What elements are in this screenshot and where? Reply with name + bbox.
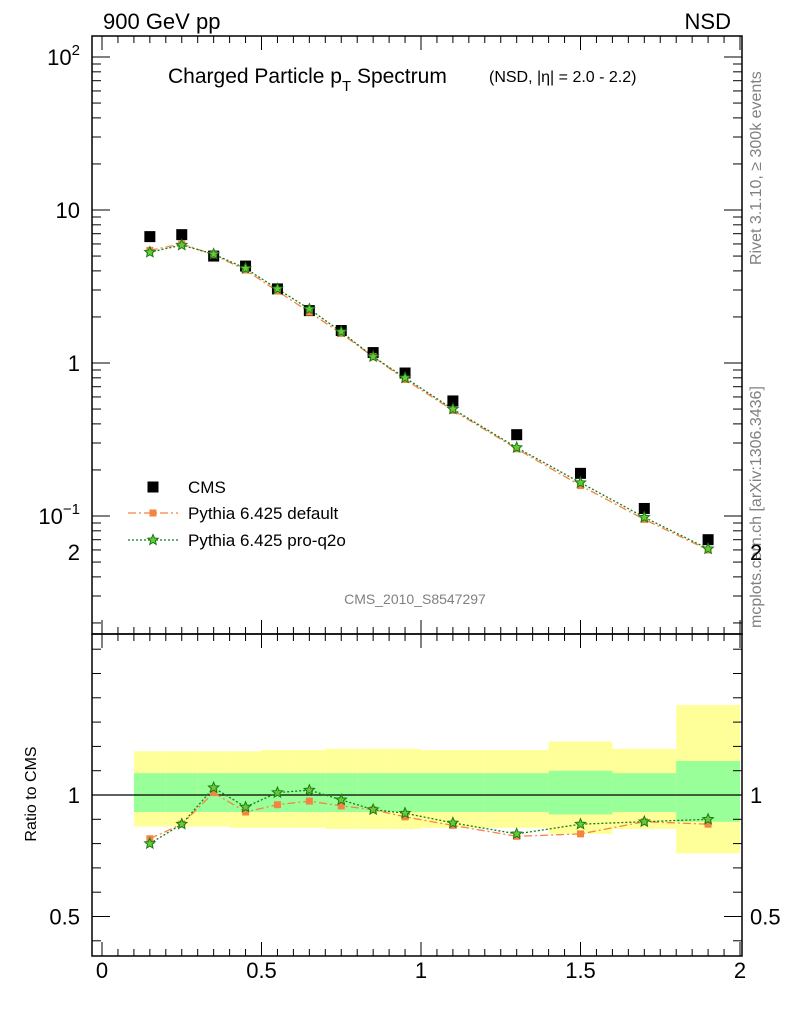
ratio-default-point — [704, 820, 712, 828]
ratio-proq2o-point — [143, 836, 157, 850]
legend-proq2o-marker — [146, 533, 160, 546]
ratio-default-point — [305, 797, 313, 805]
ratio-band-inner — [548, 770, 613, 815]
legend-default-label: Pythia 6.425 default — [188, 504, 339, 523]
analysis-id-label: CMS_2010_S8547297 — [344, 591, 486, 607]
proq2o-point — [302, 302, 316, 315]
proq2o-point — [510, 440, 524, 454]
ratio-band-inner — [389, 773, 421, 813]
proq2o-point — [701, 542, 715, 555]
ratio-y-tick-label-right: 2 — [750, 540, 762, 565]
rivet-side-label: Rivet 3.1.10, ≥ 300k events — [748, 71, 765, 265]
ratio-band-inner — [612, 773, 677, 813]
ratio-proq2o-point — [637, 814, 651, 828]
ratio-y-tick-label: 1 — [68, 783, 80, 808]
ratio-y-tick-label: 2 — [68, 540, 80, 565]
cms-point — [702, 534, 714, 546]
ratio-default-point — [337, 802, 345, 810]
mcplots-side-label: mcplots.cern.ch [arXiv:1306.3436] — [748, 386, 765, 628]
ratio-default-line — [149, 791, 709, 840]
ratio-band-inner — [676, 760, 740, 822]
ratio-default-point — [577, 830, 584, 838]
legend-cms-label: CMS — [188, 478, 226, 497]
proq2o-point — [175, 238, 189, 251]
ratio-band-inner — [165, 773, 198, 813]
ratio-proq2o-point — [334, 793, 348, 806]
proq2o-point — [270, 282, 284, 295]
chart-title-qualifier: (NSD, |η| = 2.0 - 2.2) — [489, 69, 636, 86]
ratio-proq2o-point — [207, 780, 221, 794]
default-line — [149, 243, 709, 551]
ratio-default-point — [210, 789, 218, 797]
ratio-proq2o-line — [149, 786, 709, 845]
main-y-tick-label: 102 — [47, 42, 80, 70]
legend-default-marker — [149, 509, 157, 517]
ratio-proq2o-point — [270, 785, 284, 799]
ratio-band-inner — [484, 773, 549, 813]
ratio-proq2o-point — [446, 816, 460, 829]
legend: CMS Pythia 6.425 default Pythia 6.425 pro-… — [128, 478, 346, 550]
proq2o-point — [574, 475, 587, 489]
ratio-proq2o-point — [239, 800, 253, 813]
ratio-default-point — [242, 808, 250, 816]
proq2o-point — [446, 402, 460, 415]
cms-point — [447, 395, 459, 407]
proq2o-point — [239, 261, 253, 274]
cms-point — [144, 231, 156, 243]
ratio-band-inner — [133, 773, 166, 813]
proq2o-point — [398, 371, 412, 384]
ratio-default-point — [401, 813, 409, 821]
cms-point — [511, 429, 523, 441]
x-tick-label: 1.5 — [565, 958, 596, 983]
ratio-proq2o-point — [510, 827, 524, 840]
proq2o-point — [334, 324, 348, 338]
ratio-proq2o-point — [574, 817, 587, 830]
proq2o-point — [637, 510, 651, 523]
legend-cms-marker — [147, 481, 159, 493]
main-y-tick-label: 1 — [68, 351, 80, 376]
x-tick-label: 2 — [734, 958, 746, 983]
ratio-default-point — [273, 801, 281, 809]
ratio-proq2o-point — [701, 812, 715, 825]
ratio-y-tick-label-right: 0.5 — [750, 905, 781, 930]
proq2o-point — [366, 349, 380, 363]
header-left-label: 900 GeV pp — [103, 9, 220, 34]
x-tick-label: 0 — [96, 958, 108, 983]
ratio-band-inner — [421, 773, 485, 813]
chart-title-subscript: T — [342, 78, 351, 95]
chart-title-main: Charged Particle p — [168, 65, 342, 88]
ratio-axis-label: Ratio to CMS — [23, 746, 40, 841]
chart-title: Charged Particle pT Spectrum — [168, 65, 447, 95]
cms-point — [176, 229, 188, 241]
x-tick-label: 1 — [415, 958, 427, 983]
x-tick-label: 0.5 — [246, 958, 277, 983]
ratio-proq2o-point — [398, 806, 412, 819]
cms-point — [638, 502, 650, 514]
main-y-tick-label: 10−1 — [38, 501, 80, 529]
main-y-tick-label: 10 — [56, 198, 80, 223]
ratio-proq2o-point — [366, 802, 380, 816]
cms-point — [575, 467, 586, 479]
ratio-panel: 0.5 0.5 1 1 2 2 0 0.5 1 1.5 2 Ratio to CMS — [23, 540, 781, 983]
proq2o-point — [207, 247, 221, 260]
header-right-label: NSD — [685, 9, 731, 34]
proq2o-point — [143, 245, 157, 258]
ratio-proq2o-point — [302, 783, 316, 796]
chart-title-tail: Spectrum — [351, 65, 447, 88]
ratio-y-tick-label-right: 1 — [750, 783, 762, 808]
legend-proq2o-label: Pythia 6.425 pro-q2o — [188, 531, 346, 550]
ratio-proq2o-point — [175, 817, 189, 830]
ratio-y-tick-label: 0.5 — [49, 905, 80, 930]
